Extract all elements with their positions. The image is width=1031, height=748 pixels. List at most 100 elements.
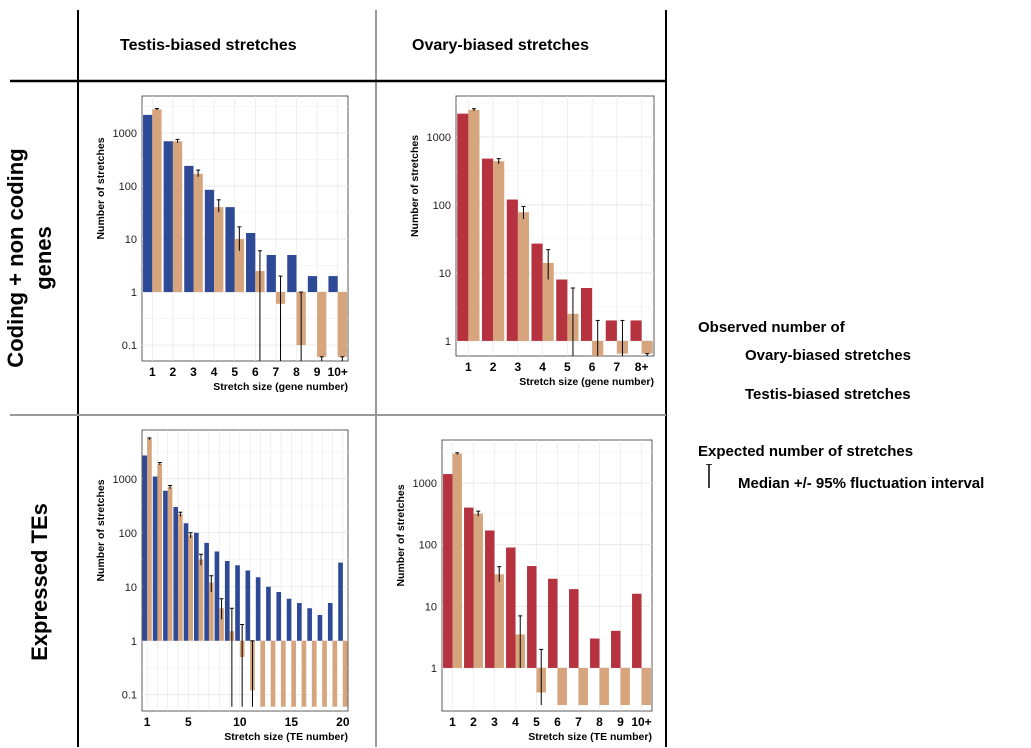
observed-bar (605, 320, 617, 341)
expected-bar (301, 640, 307, 707)
expected-bar (493, 161, 505, 341)
observed-bar (506, 547, 516, 668)
y-tick-label: 1000 (427, 132, 451, 144)
observed-bar (255, 577, 261, 641)
y-tick-label: 100 (419, 540, 437, 552)
expected-bar (178, 514, 183, 641)
observed-bar (266, 586, 271, 641)
y-axis-label: Number of stretches (95, 479, 107, 581)
x-tick-label: 10+ (631, 715, 651, 729)
observed-bar (204, 542, 209, 641)
observed-bar (266, 255, 276, 293)
x-tick-label: 10+ (328, 365, 348, 379)
observed-bar (338, 562, 343, 641)
expected-bar (578, 667, 588, 706)
x-tick-label: 15 (285, 715, 299, 729)
x-tick-label: 2 (490, 360, 497, 374)
observed-bar (556, 279, 568, 341)
x-tick-label: 4 (512, 715, 519, 729)
observed-bar (194, 532, 199, 641)
observed-bar (245, 570, 251, 641)
observed-bar (630, 320, 642, 341)
x-tick-label: 2 (170, 365, 177, 379)
x-tick-label: 5 (231, 365, 238, 379)
column-header-testis: Testis-biased stretches (120, 37, 297, 54)
observed-bar (464, 507, 474, 668)
x-tick-label: 8+ (635, 360, 649, 374)
y-tick-label: 10 (439, 268, 451, 280)
expected-bar (317, 292, 327, 357)
y-axis-label: Number of stretches (409, 135, 421, 237)
x-tick-label: 4 (539, 360, 546, 374)
expected-bar (620, 667, 630, 706)
observed-bar (457, 113, 469, 341)
expected-bar (557, 667, 567, 706)
expected-bar (641, 667, 651, 706)
expected-bar (234, 239, 244, 293)
y-tick-label: 1000 (113, 128, 137, 140)
x-tick-label: 1 (144, 715, 151, 729)
x-tick-label: 4 (211, 365, 218, 379)
expected-bar (219, 608, 224, 641)
observed-bar (590, 638, 600, 668)
y-axis-label: Number of stretches (395, 484, 407, 586)
observed-bar (184, 165, 194, 293)
observed-bar (485, 530, 495, 668)
expected-bar (167, 487, 173, 641)
y-tick-label: 1 (131, 287, 137, 299)
y-tick-label: 100 (433, 200, 451, 212)
observed-bar (276, 591, 282, 641)
observed-bar (481, 158, 494, 341)
observed-bar (225, 207, 235, 293)
x-axis-label: Stretch size (gene number) (213, 381, 348, 393)
x-tick-label: 5 (564, 360, 571, 374)
observed-bar (204, 189, 215, 293)
x-tick-label: 1 (149, 365, 156, 379)
observed-bar (443, 474, 453, 668)
expected-bar (337, 292, 347, 357)
y-tick-label: 1000 (413, 478, 437, 490)
x-tick-label: 1 (449, 715, 456, 729)
y-tick-label: 1000 (113, 474, 137, 486)
observed-bar (173, 506, 179, 641)
observed-bar (183, 523, 189, 641)
x-tick-label: 5 (185, 715, 192, 729)
expected-bar (517, 212, 530, 341)
expected-bar (468, 109, 480, 341)
x-tick-label: 3 (515, 360, 522, 374)
observed-bar (307, 276, 318, 293)
expected-bar (473, 513, 483, 668)
x-tick-label: 6 (554, 715, 561, 729)
x-axis-label: Stretch size (gene number) (519, 376, 654, 388)
legend-expected-label: Median +/- 95% fluctuation interval (738, 475, 985, 492)
observed-bar (328, 276, 338, 293)
expected-bar (494, 574, 504, 668)
expected-bar (281, 640, 286, 707)
expected-bar (270, 640, 276, 707)
expected-bar (208, 582, 214, 641)
legend-testis-label: Testis-biased stretches (745, 386, 911, 403)
x-tick-label: 9 (314, 365, 321, 379)
x-tick-label: 8 (596, 715, 603, 729)
expected-bar (311, 640, 317, 707)
observed-bar (548, 578, 558, 668)
expected-bar (452, 453, 462, 668)
y-tick-label: 100 (119, 528, 137, 540)
legend-expected-title: Expected number of stretches (698, 443, 914, 460)
x-tick-label: 7 (273, 365, 280, 379)
observed-bar (163, 141, 173, 293)
x-tick-label: 7 (614, 360, 621, 374)
observed-bar (611, 630, 621, 668)
observed-bar (286, 598, 292, 641)
legend-observed-title: Observed number of (698, 319, 845, 336)
expected-bar (542, 262, 554, 341)
legend-errorbar-icon (706, 464, 712, 488)
observed-bar (142, 455, 148, 641)
row-header-genes: Coding + non coding genes (3, 148, 56, 368)
observed-bar (327, 603, 333, 641)
expected-bar (147, 438, 152, 641)
